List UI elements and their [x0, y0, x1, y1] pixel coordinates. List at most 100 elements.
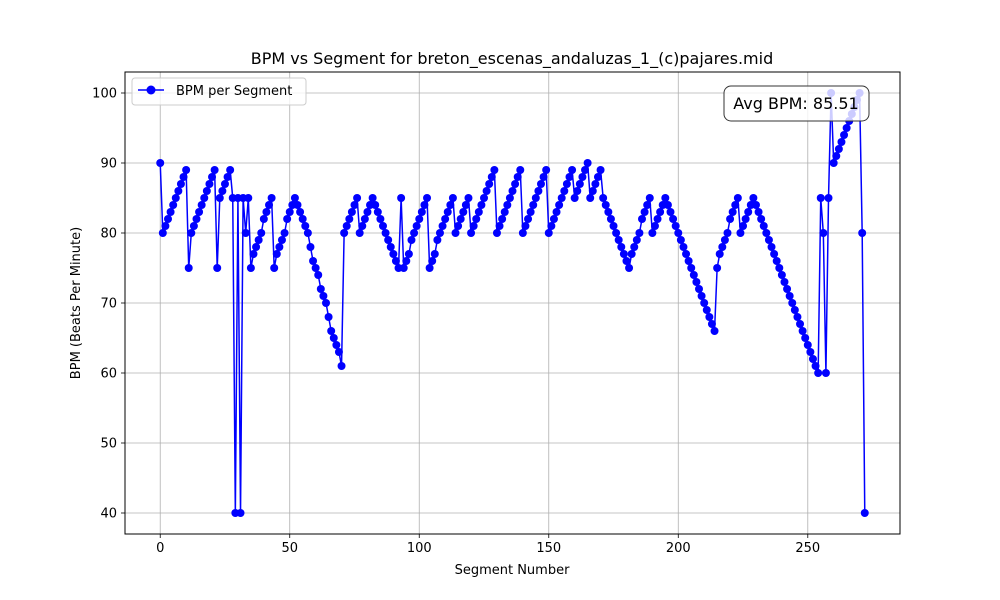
data-point [430, 250, 439, 258]
legend-marker-swatch [146, 85, 156, 95]
x-tick-label: 100 [407, 541, 432, 556]
data-point [189, 222, 198, 230]
data-point [301, 222, 310, 230]
data-point [446, 201, 455, 209]
data-point [751, 201, 760, 209]
x-axis-label: Segment Number [455, 563, 571, 578]
data-point [350, 201, 359, 209]
data-point [531, 194, 540, 202]
data-point [707, 320, 716, 328]
data-point [801, 334, 810, 342]
data-point [200, 194, 209, 202]
data-point [197, 201, 206, 209]
data-point [777, 271, 786, 279]
data-point [469, 222, 478, 230]
data-point [819, 229, 828, 237]
data-point [599, 194, 608, 202]
data-point [293, 201, 302, 209]
data-point [586, 194, 595, 202]
data-point [593, 173, 602, 181]
data-point [731, 201, 740, 209]
data-point [329, 334, 338, 342]
data-point [702, 306, 711, 314]
data-point [425, 264, 434, 272]
data-point [632, 236, 641, 244]
data-point [508, 187, 517, 195]
data-point [526, 208, 535, 216]
data-point [433, 236, 442, 244]
data-point [448, 194, 457, 202]
data-point [811, 362, 820, 370]
data-point [244, 194, 253, 202]
data-point [347, 208, 356, 216]
data-point [272, 250, 281, 258]
data-point [371, 201, 380, 209]
data-point [536, 180, 545, 188]
data-point [829, 159, 838, 167]
data-point [456, 215, 465, 223]
data-point [793, 313, 802, 321]
data-point [249, 250, 258, 258]
data-point [700, 299, 709, 307]
data-point [614, 236, 623, 244]
data-point [575, 180, 584, 188]
data-point [192, 215, 201, 223]
data-point [842, 124, 851, 132]
data-point [202, 187, 211, 195]
data-point [788, 299, 797, 307]
data-point [816, 194, 825, 202]
data-point [516, 166, 525, 174]
data-point [744, 208, 753, 216]
data-point [674, 229, 683, 237]
data-point [376, 215, 385, 223]
data-point [601, 201, 610, 209]
annotation-text: Avg BPM: 85.51 [733, 94, 858, 113]
data-point [715, 250, 724, 258]
data-point [280, 229, 289, 237]
data-point [298, 215, 307, 223]
data-point [459, 208, 468, 216]
data-point [542, 166, 551, 174]
data-point [241, 229, 250, 237]
data-point [557, 194, 566, 202]
data-point [552, 208, 561, 216]
data-point [208, 173, 217, 181]
data-point [617, 243, 626, 251]
data-point [472, 215, 481, 223]
data-point [378, 222, 387, 230]
x-tick-label: 0 [156, 541, 164, 556]
data-point [549, 215, 558, 223]
data-point [218, 187, 227, 195]
data-point [858, 229, 867, 237]
data-point [648, 229, 657, 237]
data-point [808, 355, 817, 363]
data-point [588, 187, 597, 195]
y-tick-label: 50 [100, 437, 117, 452]
data-point [500, 208, 509, 216]
data-point [650, 222, 659, 230]
data-point [679, 243, 688, 251]
data-point [342, 222, 351, 230]
data-point [684, 257, 693, 265]
data-point [487, 173, 496, 181]
data-point [373, 208, 382, 216]
data-point [521, 222, 530, 230]
y-tick-label: 80 [100, 227, 117, 242]
data-point [762, 229, 771, 237]
data-point [806, 348, 815, 356]
grid-lines [125, 72, 900, 534]
data-point [246, 264, 255, 272]
annotation-box [723, 85, 870, 122]
legend: BPM per Segment [131, 77, 307, 106]
data-point [467, 229, 476, 237]
data-point [176, 180, 185, 188]
data-point [490, 166, 499, 174]
data-point [785, 292, 794, 300]
data-point [692, 278, 701, 286]
data-point [492, 229, 501, 237]
data-point [555, 201, 564, 209]
data-point [824, 194, 833, 202]
data-point [635, 229, 644, 237]
data-point [821, 369, 830, 377]
data-point [412, 222, 421, 230]
